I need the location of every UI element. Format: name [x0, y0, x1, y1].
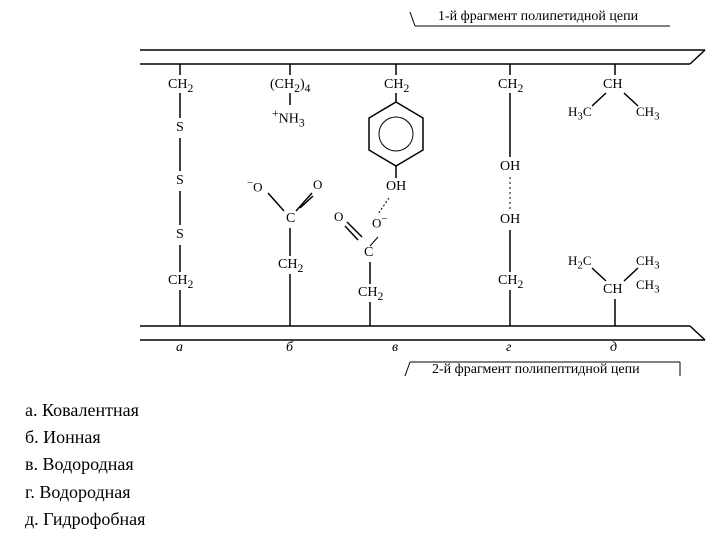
- v-ch2: CH2: [384, 78, 409, 94]
- d-ch3-b: CH3: [636, 254, 659, 271]
- b-nh3: +NH3: [272, 108, 305, 129]
- g-ch2-top: CH2: [498, 78, 523, 94]
- d-ch-bot: CH: [603, 283, 622, 297]
- a-s-1: S: [176, 121, 184, 135]
- legend-d: д. Гидрофобная: [25, 507, 145, 532]
- b-o: O: [313, 178, 322, 191]
- v-o-minus: O−: [372, 214, 388, 229]
- b-ch2: CH2: [278, 258, 303, 274]
- bottom-caption: 2-й фрагмент полипептидной цепи: [432, 363, 640, 377]
- a-ch2-top: CH2: [168, 78, 193, 94]
- g-oh-top: OH: [500, 160, 520, 174]
- legend: а. Ковалентная б. Ионная в. Водородная г…: [25, 398, 145, 534]
- a-s-2: S: [176, 174, 184, 188]
- chemistry-diagram: [10, 0, 710, 400]
- a-s-3: S: [176, 228, 184, 242]
- d-ch3-b2: CH3: [636, 278, 659, 295]
- legend-b: б. Ионная: [25, 425, 145, 450]
- v-c: C: [364, 246, 373, 260]
- legend-g: г. Водородная: [25, 480, 145, 505]
- g-oh-bot: OH: [500, 213, 520, 227]
- v-oh: OH: [386, 180, 406, 194]
- col-letter-v: в: [392, 341, 398, 355]
- legend-v: в. Водородная: [25, 452, 145, 477]
- d-h2c-b: H2C: [568, 254, 591, 271]
- col-letter-d: д: [610, 341, 617, 355]
- col-letter-b: б: [286, 341, 293, 355]
- col-letter-a: а: [176, 341, 183, 355]
- b-pch24: (CH2)4: [270, 78, 310, 94]
- d-h3c: H3C: [568, 105, 591, 122]
- d-ch3-t: CH3: [636, 105, 659, 122]
- col-letter-g: г: [506, 341, 511, 355]
- b-o-minus: −O: [247, 178, 263, 193]
- top-caption: 1-й фрагмент полипетидной цепи: [438, 10, 638, 24]
- legend-a: а. Ковалентная: [25, 398, 145, 423]
- d-ch-top: CH: [603, 78, 622, 92]
- a-ch2-bot: CH2: [168, 274, 193, 290]
- b-c: C: [286, 212, 295, 226]
- v-ch2-bot: CH2: [358, 286, 383, 302]
- g-ch2-bot: CH2: [498, 274, 523, 290]
- v-o-dbl: O: [334, 210, 343, 223]
